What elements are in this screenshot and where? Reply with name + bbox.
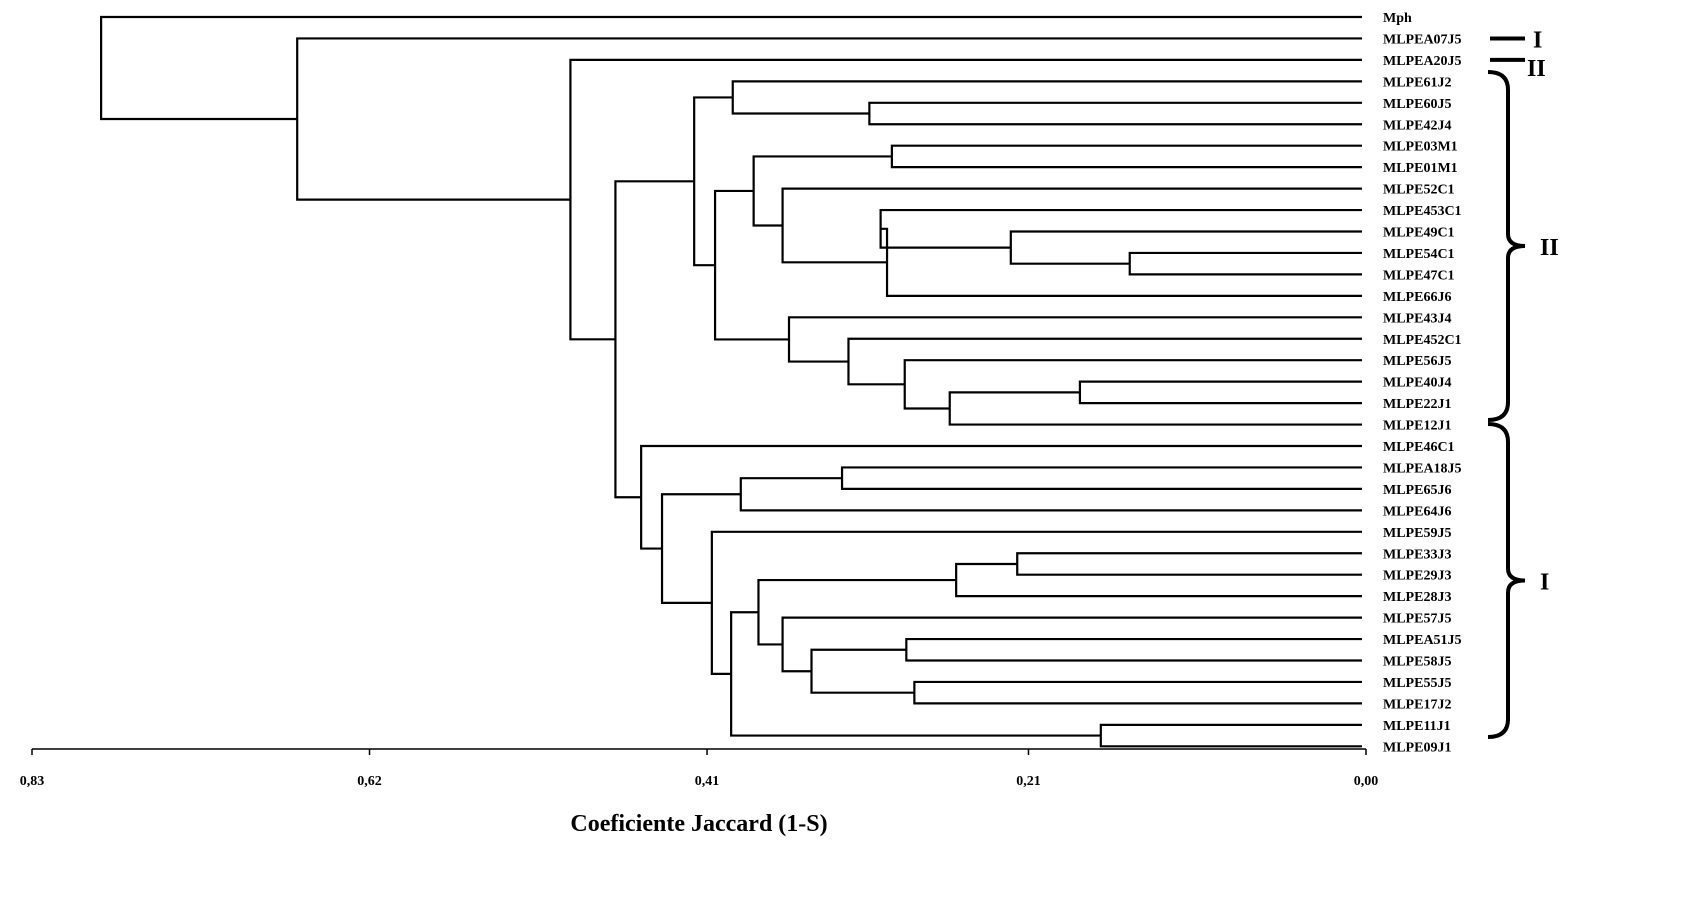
x-axis-tick-label: 0,62	[357, 774, 382, 789]
leaf-label: MLPE59J5	[1383, 526, 1451, 541]
group-label: I	[1533, 27, 1542, 53]
leaf-label: MLPE56J5	[1383, 354, 1451, 369]
leaf-label: MLPE33J3	[1383, 547, 1451, 562]
leaf-label: MLPE42J4	[1383, 118, 1451, 133]
dendrogram-branch-29	[640, 444, 1362, 550]
leaf-label: MLPE43J4	[1383, 311, 1451, 326]
dendrogram-branch-28	[660, 493, 741, 604]
dendrogram-branch-9	[1078, 380, 1362, 405]
leaf-label: MLPE22J1	[1383, 397, 1451, 412]
dendrogram-branch-21	[913, 680, 1362, 705]
group-label: I	[1540, 570, 1549, 596]
dendrogram-branch-13	[787, 316, 1362, 363]
x-axis-tick-label: 0,21	[1016, 774, 1041, 789]
dendrogram-branch-1	[731, 80, 1362, 115]
dendrogram-branch-3	[1128, 251, 1362, 276]
dendrogram-branch-16	[840, 466, 1362, 490]
leaf-label: MLPE453C1	[1383, 204, 1462, 219]
group-brace	[1487, 70, 1526, 422]
leaf-label: MLPE47C1	[1383, 268, 1455, 283]
leaf-label: MLPE49C1	[1383, 226, 1455, 241]
dendrogram-branch-6	[880, 227, 1362, 297]
dendrogram-branch-23	[781, 616, 1362, 673]
dendrogram-branch-10	[948, 391, 1362, 426]
leaf-label: MLPE12J1	[1383, 419, 1451, 434]
leaf-label: MLPEA18J5	[1383, 461, 1462, 476]
leaf-label: MLPE55J5	[1383, 676, 1451, 691]
leaf-label: MLPE64J6	[1383, 504, 1451, 519]
dendrogram-branch-18	[1016, 552, 1362, 576]
dendrogram-branch-4	[1009, 230, 1362, 265]
group-label: II	[1527, 56, 1546, 82]
x-axis-tick-label: 0,83	[20, 774, 45, 789]
leaf-label: MLPE57J5	[1383, 612, 1451, 627]
dendrogram-branch-0	[868, 101, 1362, 126]
leaf-label: MLPE65J6	[1383, 483, 1451, 498]
dendrogram-branch-32	[296, 37, 1362, 201]
leaf-label: MLPE66J6	[1383, 290, 1451, 305]
dendrogram-branch-8	[752, 155, 892, 227]
dendrogram-branch-5	[879, 208, 1362, 249]
leaf-label: MLPE11J1	[1383, 719, 1451, 734]
leaf-label: MLPEA51J5	[1383, 633, 1462, 648]
dendrogram-branch-11	[903, 359, 1362, 410]
leaf-label: Mph	[1383, 11, 1412, 26]
leaf-label: MLPE17J2	[1383, 697, 1451, 712]
leaf-label: MLPE46C1	[1383, 440, 1455, 455]
leaf-label: MLPE452C1	[1383, 333, 1462, 348]
dendrogram-branch-14	[713, 189, 790, 341]
leaf-label: MLPE58J5	[1383, 655, 1451, 670]
dendrogram-branch-19	[955, 562, 1362, 598]
leaf-label: MLPE28J3	[1383, 590, 1451, 605]
leaf-label: MLPE01M1	[1383, 161, 1458, 176]
dendrogram-branches	[100, 15, 1362, 748]
dendrogram-branch-27	[710, 530, 1362, 676]
x-axis-tick-label: 0,00	[1354, 774, 1379, 789]
x-axis: 0,83 0,62 0,41 0,21 0,00 Coeficiente Jaccard …	[20, 748, 1379, 837]
dendrogram-branch-7	[781, 187, 1362, 264]
leaf-label: MLPEA20J5	[1383, 54, 1462, 69]
leaf-label: MLPE40J4	[1383, 376, 1451, 391]
dendrogram-branch-33	[100, 15, 1362, 121]
leaf-labels: Mph MLPEA07J5 MLPEA20J5 MLPE61J2 MLPE60J5 MLP…	[1383, 11, 1462, 755]
dendrogram-branch-22	[810, 648, 915, 694]
x-axis-tick-label: 0,41	[695, 774, 720, 789]
dendrogram-branch-17	[739, 477, 1362, 512]
leaf-label: MLPE03M1	[1383, 140, 1458, 155]
dendrogram-branch-20	[905, 637, 1362, 662]
dendrogram-branch-24	[757, 578, 957, 646]
leaf-label: MLPE60J5	[1383, 97, 1451, 112]
leaf-label: MLPE52C1	[1383, 183, 1455, 198]
dendrogram-branch-2	[890, 144, 1362, 169]
leaf-label: MLPE09J1	[1383, 740, 1451, 755]
leaf-label: MLPE29J3	[1383, 569, 1451, 584]
x-axis-title: Coeficiente Jaccard (1-S)	[570, 811, 827, 837]
leaf-label: MLPEA07J5	[1383, 32, 1462, 47]
leaf-label: MLPE54C1	[1383, 247, 1455, 262]
dendrogram-branch-30	[614, 180, 695, 499]
group-brace	[1487, 422, 1526, 739]
dendrogram-branch-25	[1099, 723, 1362, 748]
leaf-label: MLPE61J2	[1383, 75, 1451, 90]
dendrogram-branch-31	[569, 58, 1362, 341]
dendrogram-branch-26	[730, 611, 1101, 737]
group-label: II	[1540, 235, 1559, 261]
dendrogram-branch-15	[693, 96, 733, 267]
dendrogram-branch-12	[847, 337, 1362, 386]
